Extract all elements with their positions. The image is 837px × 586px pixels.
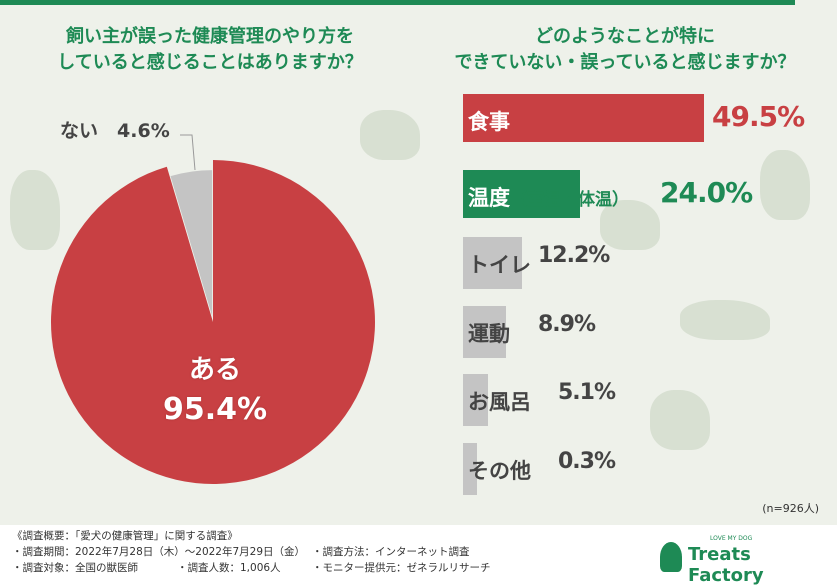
survey-period: ・調査期間：2022年7月28日（木）～2022年7月29日（金） [12, 546, 306, 558]
dog-silhouette [360, 110, 420, 160]
bar-label: 運動 [468, 322, 510, 346]
logo-tagline: LOVE MY DOG [710, 535, 753, 542]
question-2-line: どのようなことが特に [535, 26, 715, 47]
pie-slice-1 [170, 170, 213, 317]
bar-label: トイレ [468, 253, 531, 277]
bar-3 [463, 306, 507, 358]
pie-label-aru: ある 95.4% [162, 355, 268, 427]
bar-4 [463, 374, 488, 426]
bar-value: 0.3% [558, 449, 616, 474]
bar-value: 24.0% [660, 176, 753, 209]
bar-label: 食事 [468, 110, 510, 134]
dog-logo-icon [660, 542, 682, 572]
logo-name: Treats Factory [688, 544, 764, 586]
survey-provider: ・モニター提供元：ゼネラルリサーチ [312, 562, 491, 574]
survey-count: ・調査人数：1,006人 [177, 562, 281, 574]
bar-5 [463, 443, 477, 495]
question-1-line: 飼い主が誤った健康管理のやり方を [66, 26, 354, 47]
dog-silhouette [650, 390, 710, 450]
bar-1 [463, 170, 580, 218]
dog-silhouette [680, 300, 770, 340]
bar-label: 温度（室温・体温） [468, 186, 629, 210]
bar-label: その他 [468, 459, 531, 483]
pie-chart [50, 134, 375, 485]
question-2: どのようなことが特にできていない・誤っていると感じますか？ [425, 24, 825, 76]
survey-target: ・調査対象：全国の獣医師 [12, 562, 138, 574]
survey-footer: 《調査概要：「愛犬の健康管理」に関する調査》 ・調査期間：2022年7月28日（… [12, 528, 491, 576]
pie-leader-line [180, 134, 196, 171]
bar-label: お風呂 [468, 390, 531, 414]
question-1-line: していると感じることはありますか？ [57, 52, 363, 73]
pie-label-nai: ない 4.6% [60, 120, 170, 142]
pie-slice-0 [50, 160, 375, 485]
dog-silhouette [10, 170, 60, 250]
top-accent-line [0, 0, 837, 5]
survey-title: 《調査概要：「愛犬の健康管理」に関する調査》 [12, 530, 238, 542]
bar-value: 49.5% [712, 100, 805, 133]
survey-method: ・調査方法：インターネット調査 [312, 546, 470, 558]
question-1: 飼い主が誤った健康管理のやり方を していると感じることはありますか？ [20, 24, 400, 76]
bar-2 [463, 237, 523, 289]
infographic: 飼い主が誤った健康管理のやり方を していると感じることはありますか？ どのようなこ… [0, 0, 837, 525]
bar-value: 5.1% [558, 380, 616, 405]
bar-value: 12.2% [538, 243, 610, 268]
treats-factory-logo: LOVE MY DOG Treats Factory [650, 535, 820, 586]
bar-0 [463, 94, 704, 142]
bar-value: 8.9% [538, 312, 596, 337]
dog-silhouette [760, 150, 810, 220]
dog-silhouette [600, 200, 660, 250]
question-2-line: できていない・誤っていると感じますか？ [454, 52, 796, 73]
sample-size-note: (n=926人) [762, 502, 819, 515]
